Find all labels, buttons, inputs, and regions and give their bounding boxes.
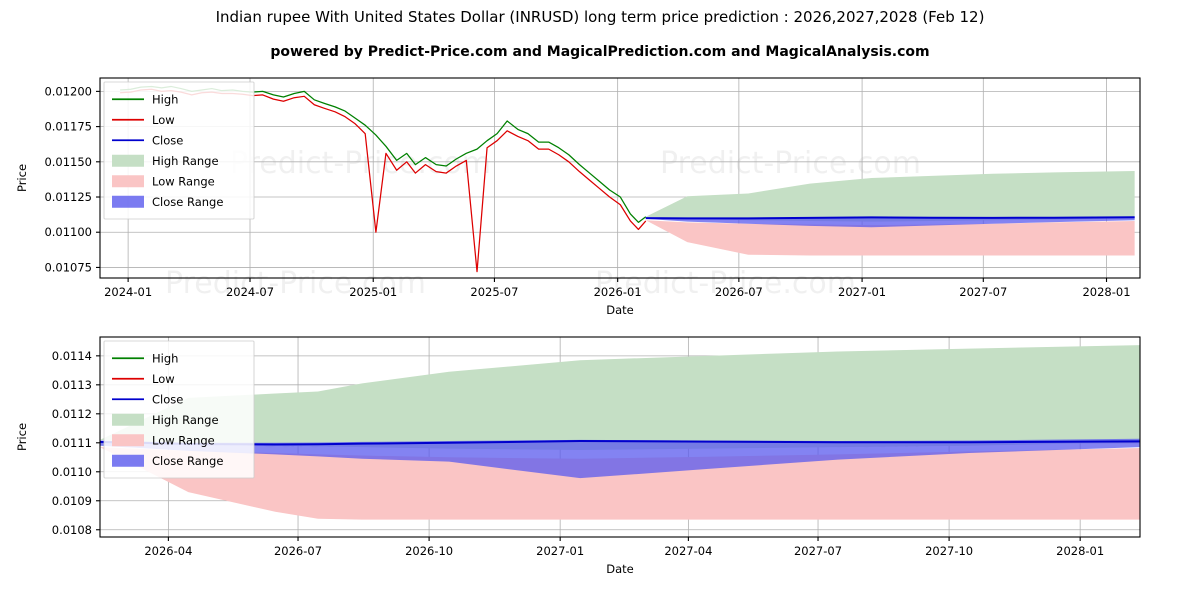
band-high-range (100, 345, 1140, 451)
legend-item-label: Close (152, 392, 183, 406)
x-tick-label: 2026-07 (715, 285, 763, 299)
x-tick-label: 2026-07 (274, 544, 322, 558)
x-tick-label: 2025-07 (470, 285, 518, 299)
legend-patch-swatch (112, 434, 144, 447)
x-axis-title: Date (606, 303, 634, 317)
x-tick-label: 2027-10 (925, 544, 973, 558)
legend-item-high-range[interactable]: High Range (112, 154, 219, 168)
x-tick-label: 2026-01 (594, 285, 642, 299)
watermark: Predict-Price.com (595, 266, 856, 301)
legend-item-label: High Range (152, 413, 219, 427)
top-chart: Predict-Price.com Predict-Price.com Predic… (15, 77, 1141, 317)
x-tick-label: 2027-04 (664, 544, 712, 558)
x-tick-label: 2028-01 (1056, 544, 1104, 558)
legend-patch-swatch (112, 154, 144, 167)
x-tick-label: 2026-10 (405, 544, 453, 558)
y-tick-label: 0.01125 (44, 190, 92, 204)
legend-item-low[interactable]: Low (112, 113, 175, 127)
legend-item-close-range[interactable]: Close Range (112, 454, 223, 468)
legend-item-label: Close Range (152, 195, 223, 209)
legend-item-close-range[interactable]: Close Range (112, 195, 223, 209)
legend-item-low-range[interactable]: Low Range (112, 433, 215, 447)
watermark: Predict-Price.com (230, 146, 491, 181)
legend: High Low Close High Range Low Range Close Ran… (103, 81, 255, 220)
legend-item-close[interactable]: Close (112, 392, 183, 406)
legend-item-label: High (152, 92, 178, 106)
y-tick-label: 0.0112 (52, 407, 92, 421)
x-tick-label: 2025-01 (349, 285, 397, 299)
legend-item-close[interactable]: Close (112, 133, 183, 147)
x-tick-label: 2026-04 (144, 544, 192, 558)
legend-item-label: Low (152, 113, 175, 127)
legend-item-label: High Range (152, 154, 219, 168)
plot-area (120, 85, 1135, 273)
y-tick-label: 0.01075 (44, 260, 92, 274)
bottom-chart: Predict-Price.comPredict-Price.com0.0108… (15, 336, 1141, 576)
legend-item-high[interactable]: High (112, 351, 178, 365)
x-tick-label: 2024-07 (226, 285, 274, 299)
legend-item-high-range[interactable]: High Range (112, 413, 219, 427)
watermark: Predict-Price.com (165, 266, 426, 301)
legend: High Low Close High Range Low Range Close Ran… (103, 340, 255, 479)
x-tick-label: 2027-07 (959, 285, 1007, 299)
page-subtitle: powered by Predict-Price.com and Magical… (270, 44, 930, 60)
x-tick-label: 2027-01 (838, 285, 886, 299)
y-tick-label: 0.01200 (44, 84, 92, 98)
legend-item-low[interactable]: Low (112, 372, 175, 386)
x-tick-label: 2027-07 (794, 544, 842, 558)
page-title: Indian rupee With United States Dollar (… (215, 8, 985, 26)
y-axis-title: Price (15, 164, 29, 192)
legend-item-label: Close (152, 133, 183, 147)
y-tick-label: 0.0109 (52, 494, 92, 508)
band-low-range (645, 220, 1135, 256)
x-tick-label: 2028-01 (1082, 285, 1130, 299)
legend-item-high[interactable]: High (112, 92, 178, 106)
band-low-range (100, 447, 1140, 520)
line-close (645, 216, 1135, 220)
band-close-range (100, 438, 1140, 479)
y-tick-label: 0.01175 (44, 120, 92, 134)
y-tick-label: 0.0114 (52, 349, 92, 363)
watermark: Predict-Price.com (660, 146, 921, 181)
legend-item-label: Low Range (152, 433, 215, 447)
legend-patch-swatch (112, 195, 144, 208)
legend-patch-swatch (112, 413, 144, 426)
x-axis-title: Date (606, 562, 634, 576)
legend-item-label: Low Range (152, 174, 215, 188)
legend-patch-swatch (112, 175, 144, 188)
legend-item-label: Close Range (152, 454, 223, 468)
plot-border (99, 336, 1141, 538)
y-axis-title: Price (15, 423, 29, 451)
legend-item-low-range[interactable]: Low Range (112, 174, 215, 188)
plot-area (100, 345, 1140, 520)
y-tick-label: 0.01100 (44, 225, 92, 239)
y-tick-label: 0.0111 (52, 436, 92, 450)
x-tick-label: 2027-01 (536, 544, 584, 558)
y-tick-label: 0.0108 (52, 523, 92, 537)
legend-item-label: Low (152, 372, 175, 386)
legend-patch-swatch (112, 454, 144, 467)
y-tick-label: 0.01150 (44, 155, 92, 169)
y-tick-label: 0.0113 (52, 378, 92, 392)
band-high-range (645, 170, 1135, 222)
legend-item-label: High (152, 351, 178, 365)
plot-border (99, 77, 1141, 279)
y-tick-label: 0.0110 (52, 465, 92, 479)
x-tick-label: 2024-01 (104, 285, 152, 299)
